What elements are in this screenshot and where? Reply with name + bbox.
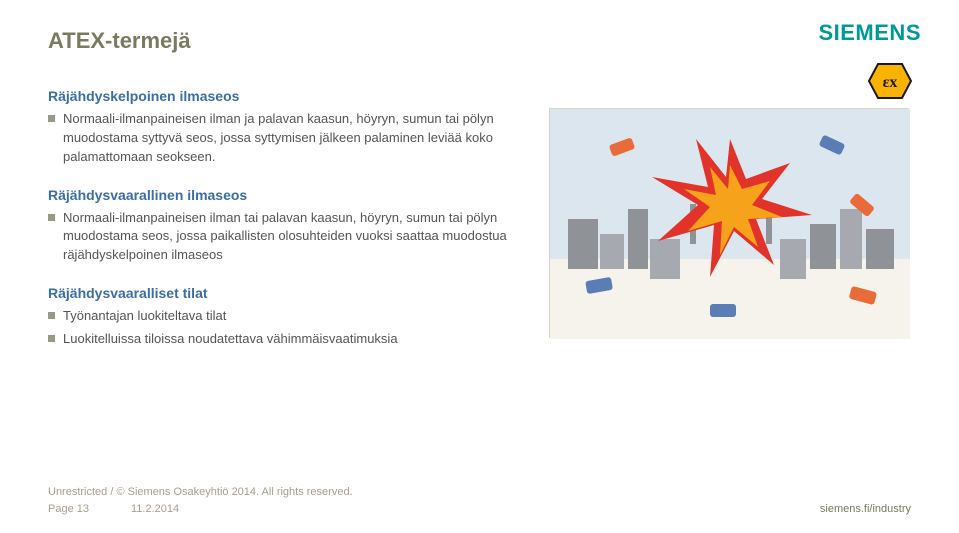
footer: Unrestricted / © Siemens Osakeyhtiö 2014… <box>48 484 911 517</box>
list-item: Normaali-ilmanpaineisen ilman ja palavan… <box>48 110 508 167</box>
list-item: Työnantajan luokiteltava tilat <box>48 307 508 326</box>
footer-page: Page 13 <box>48 501 89 518</box>
bullet-text: Normaali-ilmanpaineisen ilman ja palavan… <box>63 110 508 167</box>
bullet-text: Työnantajan luokiteltava tilat <box>63 307 226 326</box>
section-2-heading: Räjähdysvaarallinen ilmaseos <box>48 187 508 203</box>
bullet-icon <box>48 115 55 122</box>
section-1-heading: Räjähdyskelpoinen ilmaseos <box>48 88 508 104</box>
svg-text:εx: εx <box>883 74 898 91</box>
bullet-icon <box>48 335 55 342</box>
footer-url: siemens.fi/industry <box>820 501 911 518</box>
brand-logo: SIEMENS <box>818 20 921 46</box>
bullet-text: Luokitelluissa tiloissa noudatettava väh… <box>63 330 398 349</box>
section-3: Räjähdysvaaralliset tilat Työnantajan lu… <box>48 285 508 349</box>
footer-restriction: Unrestricted / © Siemens Osakeyhtiö 2014… <box>48 484 353 501</box>
bullet-icon <box>48 214 55 221</box>
explosion-illustration <box>549 108 909 338</box>
section-3-heading: Räjähdysvaaralliset tilat <box>48 285 508 301</box>
footer-date: 11.2.2014 <box>131 501 179 518</box>
section-1: Räjähdyskelpoinen ilmaseos Normaali-ilma… <box>48 88 508 167</box>
section-2: Räjähdysvaarallinen ilmaseos Normaali-il… <box>48 187 508 266</box>
list-item: Luokitelluissa tiloissa noudatettava väh… <box>48 330 508 349</box>
bullet-text: Normaali-ilmanpaineisen ilman tai palava… <box>63 209 508 266</box>
ex-badge: εx <box>867 62 913 100</box>
slide-title: ATEX-termejä <box>48 28 911 54</box>
footer-left: Unrestricted / © Siemens Osakeyhtiö 2014… <box>48 484 353 517</box>
bullet-icon <box>48 312 55 319</box>
list-item: Normaali-ilmanpaineisen ilman tai palava… <box>48 209 508 266</box>
